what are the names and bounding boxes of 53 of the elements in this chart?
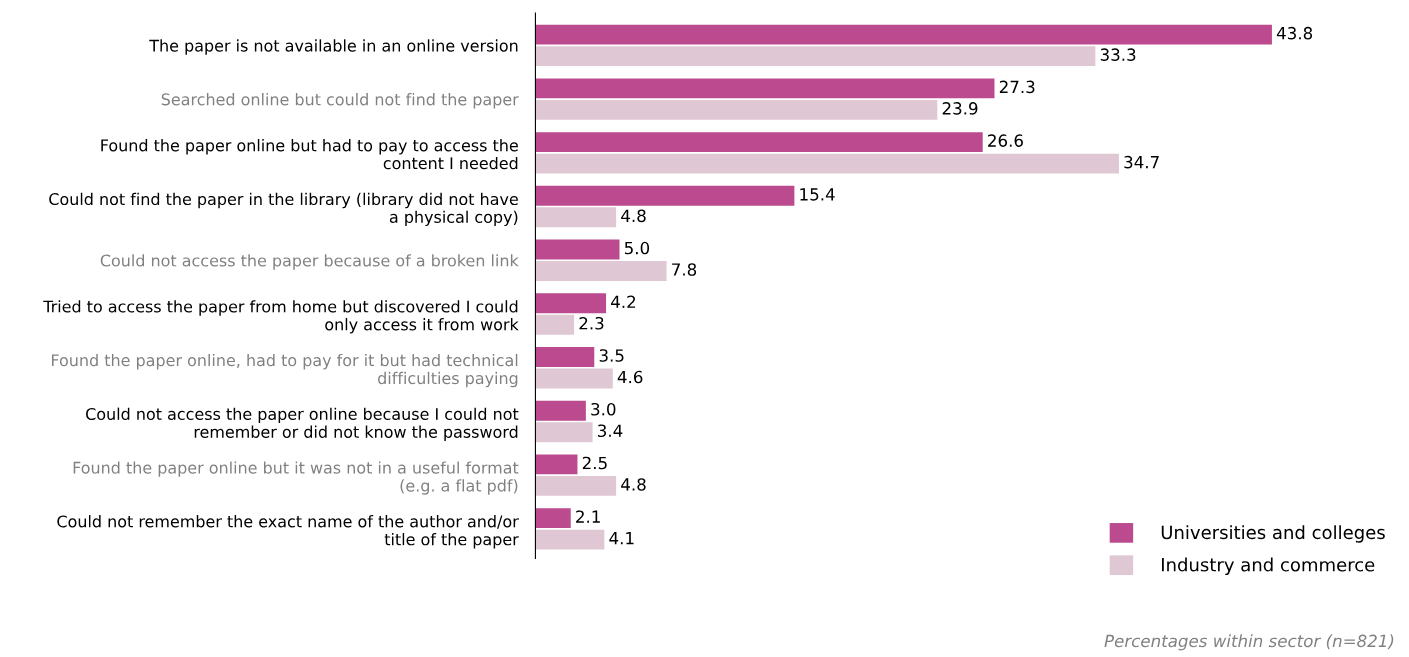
bar bbox=[535, 293, 607, 314]
data-label: 34.7 bbox=[1124, 155, 1159, 169]
bar bbox=[535, 46, 1096, 67]
data-label: 15.4 bbox=[800, 188, 835, 201]
bar bbox=[535, 239, 620, 260]
bar bbox=[535, 422, 593, 443]
bar bbox=[535, 99, 938, 120]
bar bbox=[535, 347, 595, 367]
legend-label: Universities and colleges bbox=[1161, 525, 1385, 543]
y-tick-label: Tried to access the paper from home but discovered I could only access it from work bbox=[43, 300, 519, 334]
data-label: 4.2 bbox=[611, 295, 636, 308]
bar bbox=[535, 132, 983, 153]
y-tick-label: Found the paper online but had to pay to access the content I needed bbox=[101, 139, 518, 170]
bar bbox=[535, 454, 578, 475]
data-label: 4.1 bbox=[609, 532, 634, 545]
bar bbox=[535, 261, 667, 281]
y-tick-label: Could not access the paper online because I could not remember or did not know the password bbox=[86, 407, 519, 441]
y-tick-label: Could not remember the exact name of the author and/or title of the paper bbox=[57, 515, 519, 549]
data-label: 4.8 bbox=[621, 478, 646, 491]
legend-label: Industry and commerce bbox=[1162, 557, 1375, 576]
bar bbox=[535, 78, 995, 99]
data-label: 23.9 bbox=[942, 102, 978, 115]
bar bbox=[535, 508, 571, 529]
bar bbox=[535, 24, 1272, 45]
data-label: 4.8 bbox=[621, 209, 646, 223]
data-label: 5.0 bbox=[624, 241, 650, 255]
y-tick-label: Searched online but could not find the paper bbox=[161, 93, 519, 109]
bar bbox=[535, 207, 617, 228]
y-tick-label: The paper is not available in an online version bbox=[149, 39, 518, 55]
y-tick-label: Could not find the paper in the library (library did not have a physical copy) bbox=[49, 192, 518, 227]
data-label: 2.5 bbox=[582, 456, 607, 470]
bar bbox=[535, 314, 575, 335]
y-tick-label: Found the paper online, had to pay for it but had technical difficulties paying bbox=[51, 353, 518, 388]
y-tick-label: Found the paper online but it was not in a useful format (e.g. a flat pdf) bbox=[73, 461, 519, 495]
bar bbox=[535, 153, 1119, 174]
data-label: 27.3 bbox=[999, 80, 1035, 94]
data-label: 7.8 bbox=[672, 263, 697, 276]
bar bbox=[535, 529, 605, 550]
bar bbox=[535, 185, 795, 206]
bar bbox=[535, 400, 586, 421]
text: Percentages within sector (n=821) bbox=[1104, 634, 1394, 651]
data-label: 3.4 bbox=[598, 424, 623, 438]
data-label: 2.3 bbox=[579, 316, 604, 330]
data-label: 33.3 bbox=[1100, 48, 1136, 61]
data-label: 26.6 bbox=[988, 134, 1023, 147]
data-label: 3.5 bbox=[599, 349, 624, 362]
y-tick-label: Could not access the paper because of a broken link bbox=[100, 254, 519, 270]
data-label: 43.8 bbox=[1276, 26, 1313, 40]
data-label: 4.6 bbox=[617, 370, 643, 384]
bar bbox=[535, 475, 617, 496]
data-label: 3.0 bbox=[591, 402, 616, 416]
data-label: 2.1 bbox=[576, 510, 600, 523]
bar bbox=[535, 368, 613, 389]
